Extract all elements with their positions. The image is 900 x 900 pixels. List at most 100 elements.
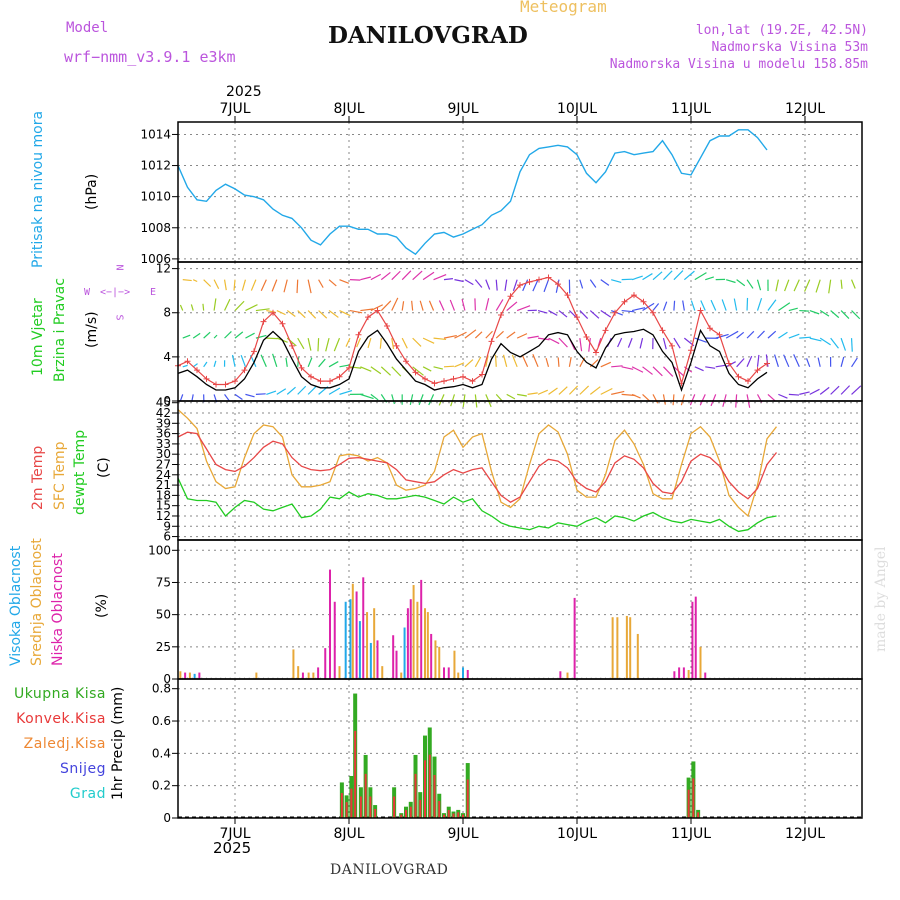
wind-gust-marker-9 — [260, 318, 267, 325]
wind-gust-marker-34 — [498, 311, 504, 318]
wind-gust-marker-47 — [621, 298, 628, 305]
wind-gust-marker-56 — [707, 325, 713, 332]
tick-label-temperature-4: 18 — [156, 488, 171, 502]
wind-arrow-281 — [401, 270, 412, 281]
wind-arrow-315 — [756, 279, 762, 291]
wind-arrow-115 — [705, 366, 716, 369]
wind-arrow-194 — [850, 338, 853, 352]
wind-arrow-83 — [370, 366, 382, 375]
wind-arrow-183 — [736, 331, 745, 339]
wind-arrow-98 — [521, 354, 529, 368]
wind-arrow-244 — [690, 300, 696, 311]
wind-arrow-22 — [409, 394, 414, 406]
wind-arrow-309 — [694, 272, 707, 281]
wind-gust-marker-32 — [479, 371, 485, 378]
wind-arrow-319 — [793, 279, 800, 292]
wind-arrow-224 — [485, 298, 490, 311]
wind-arrow-253 — [788, 307, 798, 312]
wind-arrow-298 — [579, 279, 584, 289]
cloud-bar-55 — [673, 671, 676, 679]
wind-arrow-117 — [725, 361, 736, 368]
wind-arrow-135 — [234, 331, 244, 339]
cloud-bar-43 — [453, 650, 456, 679]
panel-frame-pressure — [177, 121, 863, 263]
wind-arrow-303 — [631, 275, 643, 281]
wind-arrow-275 — [339, 279, 350, 284]
tick-label-temperature-2: 12 — [156, 509, 171, 523]
wind-arrow-5 — [234, 393, 243, 400]
cloud-bar-6 — [292, 649, 295, 679]
wind-arrow-230 — [548, 310, 558, 316]
year-top: 2025 — [226, 84, 262, 100]
tick-label-wind-0: 0 — [163, 394, 171, 408]
wind-arrow-148 — [367, 337, 372, 349]
wind-arrow-144 — [325, 337, 330, 352]
convective-bar-26 — [697, 812, 700, 818]
tick-label-cloud-4: 100 — [148, 543, 171, 557]
convective-bar-4 — [359, 796, 362, 818]
wind-arrow-273 — [318, 279, 324, 288]
wind-gust-marker-3 — [203, 375, 210, 382]
wind-arrow-196 — [190, 304, 194, 311]
wind-arrow-188 — [788, 333, 800, 339]
wind-arrow-294 — [532, 279, 539, 292]
wind-arrow-205 — [286, 310, 296, 317]
wind-arrow-284 — [433, 273, 447, 281]
wind-gust-marker-16 — [327, 378, 333, 385]
wind-arrow-264 — [223, 279, 227, 291]
wind-gust-marker-44 — [593, 349, 599, 356]
wind-arrow-165 — [548, 337, 560, 345]
wind-arrow-258 — [840, 310, 850, 319]
wind-arrow-114 — [694, 366, 704, 372]
wind-arrow-285 — [443, 278, 454, 281]
wind-arrow-119 — [746, 355, 753, 368]
tick-label-cloud-0: 0 — [163, 672, 171, 686]
wind-arrow-79 — [328, 361, 339, 368]
wind-arrow-102 — [568, 357, 572, 367]
wind-arrow-160 — [495, 330, 504, 339]
legend-convective-rain: Konvek.Kisa — [16, 711, 106, 727]
wind-arrow-166 — [558, 337, 568, 348]
wind-arrow-154 — [433, 337, 447, 341]
wind-arrow-143 — [317, 338, 320, 352]
day-label-bottom-5: 12JUL — [785, 826, 825, 842]
cloud-bar-24 — [373, 608, 376, 679]
cloud-bar-19 — [355, 591, 358, 679]
wind-arrow-25 — [438, 394, 445, 406]
wind-gust-marker-22 — [384, 322, 390, 329]
cloud-bar-59 — [691, 601, 694, 679]
wind-gust-marker-20 — [365, 314, 371, 321]
wind-arrow-153 — [422, 337, 435, 344]
wind-arrow-277 — [360, 276, 372, 281]
cloud-bar-22 — [366, 612, 369, 679]
wind-arrow-184 — [746, 330, 755, 339]
cloud-bar-32 — [409, 599, 412, 679]
panel-frame-temperature — [177, 400, 863, 541]
day-label-top-5: 12JUL — [785, 101, 825, 117]
cloud-bar-53 — [629, 617, 632, 679]
wind-arrow-199 — [224, 298, 231, 311]
wind-gust-marker-45 — [602, 327, 609, 334]
wind-arrow-301 — [611, 279, 622, 284]
convective-bar-8 — [393, 796, 396, 818]
wind-gust-marker-1 — [184, 358, 191, 365]
wind-arrow-108 — [631, 366, 644, 373]
wind-arrow-292 — [512, 279, 518, 292]
wind-arrow-231 — [558, 310, 568, 318]
wind-arrow-56 — [767, 393, 776, 402]
wind-arrow-92 — [464, 359, 474, 368]
cloud-bar-42 — [447, 667, 450, 679]
wind-gust-marker-42 — [574, 314, 580, 321]
wind-arrow-251 — [767, 299, 777, 311]
convective-bar-3 — [354, 730, 357, 818]
wind-arrow-49 — [689, 394, 696, 406]
wind-gust-marker-14 — [308, 373, 314, 380]
wind-arrow-256 — [819, 310, 830, 317]
convective-bar-24 — [687, 789, 690, 818]
convective-bar-7 — [374, 808, 377, 818]
tick-label-pressure-4: 1014 — [140, 127, 171, 141]
wind-gust-marker-21 — [374, 307, 381, 314]
cloud-bar-58 — [687, 669, 690, 679]
cloud-bar-35 — [420, 579, 423, 679]
wind-gust-marker-39 — [545, 274, 552, 281]
